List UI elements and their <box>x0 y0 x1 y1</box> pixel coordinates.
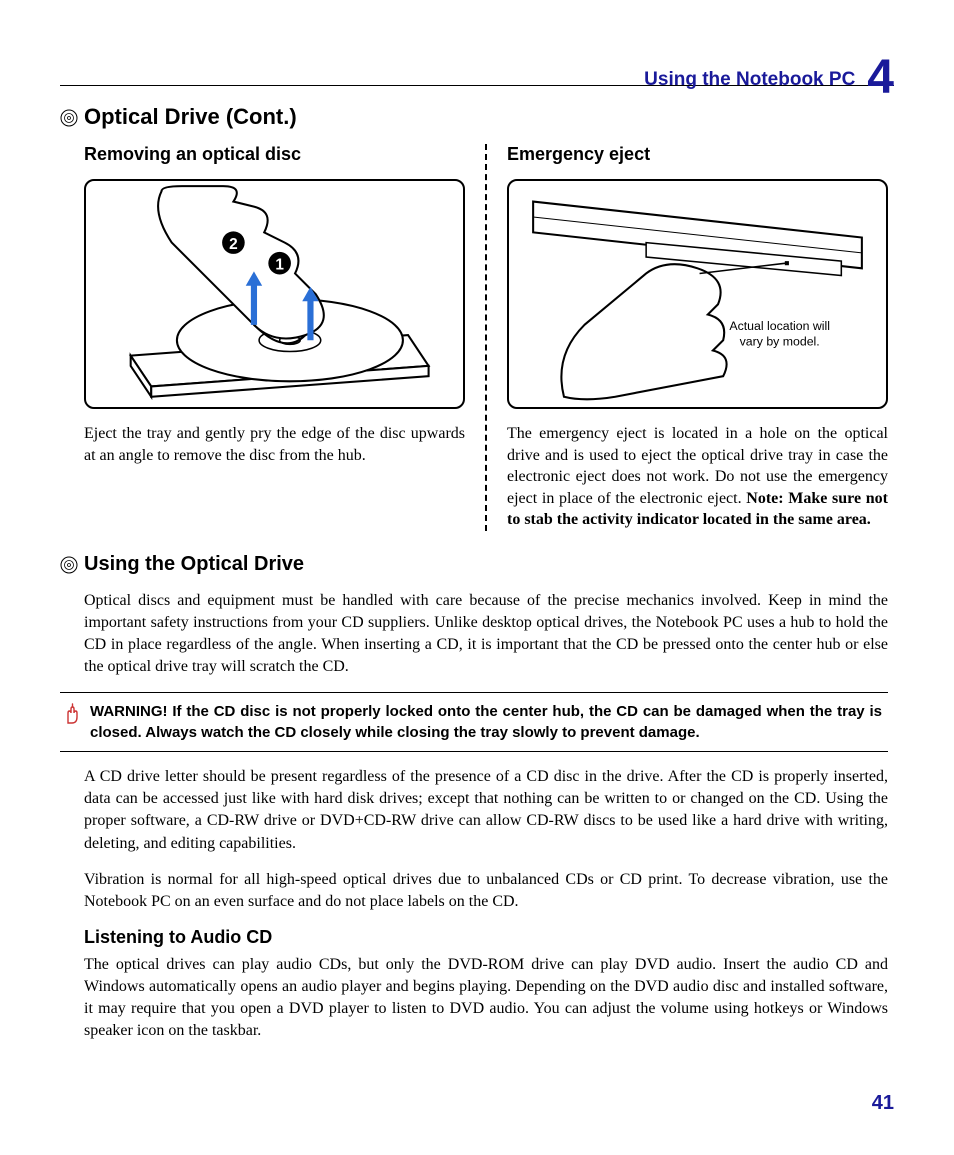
caption-right: The emergency eject is located in a hole… <box>507 423 888 531</box>
page-header: Using the Notebook PC 4 <box>60 40 894 86</box>
section3-p1: The optical drives can play audio CDs, b… <box>84 954 888 1042</box>
subheading-removing: Removing an optical disc <box>84 144 465 165</box>
subheading-emergency: Emergency eject <box>507 144 888 165</box>
section3-heading: Listening to Audio CD <box>84 927 894 948</box>
page-number: 41 <box>872 1092 894 1115</box>
header-title: Using the Notebook PC <box>644 69 855 91</box>
section2-p3: Vibration is normal for all high-speed o… <box>84 869 888 913</box>
chapter-number: 4 <box>867 54 894 102</box>
remove-disc-illustration: 1 2 <box>86 181 463 407</box>
callout-2: 2 <box>229 236 238 253</box>
warning-hand-icon <box>60 701 84 730</box>
callout-1: 1 <box>275 256 284 273</box>
figure-emergency-eject: Actual location will vary by model. <box>507 179 888 409</box>
section2-p1: Optical discs and equipment must be hand… <box>84 590 888 678</box>
section-heading: Optical Drive (Cont.) <box>84 104 894 130</box>
section-heading-2: Using the Optical Drive <box>84 553 894 576</box>
section2-p2: A CD drive letter should be present rega… <box>84 766 888 854</box>
section2-title-text: Using the Optical Drive <box>84 553 304 575</box>
section-using-optical-drive: Using the Optical Drive Optical discs an… <box>60 553 894 913</box>
column-left: Removing an optical disc <box>60 144 485 531</box>
section-optical-drive-cont: Optical Drive (Cont.) Removing an optica… <box>60 104 894 531</box>
section-listening-audio-cd: Listening to Audio CD The optical drives… <box>60 927 894 1042</box>
section-title-text: Optical Drive (Cont.) <box>84 104 297 129</box>
warning-block: WARNING! If the CD disc is not properly … <box>60 692 888 752</box>
figure-remove-disc: 1 2 <box>84 179 465 409</box>
warning-text: WARNING! If the CD disc is not properly … <box>84 701 882 743</box>
disc-icon <box>60 107 78 125</box>
fig-note-2: vary by model. <box>740 334 820 348</box>
disc-icon <box>60 556 78 574</box>
column-right: Emergency eject Actual location will var… <box>487 144 894 531</box>
emergency-eject-illustration: Actual location will vary by model. <box>509 181 886 407</box>
fig-note-1: Actual location will <box>729 319 830 333</box>
two-column-layout: Removing an optical disc <box>60 144 894 531</box>
caption-left: Eject the tray and gently pry the edge o… <box>84 423 465 466</box>
